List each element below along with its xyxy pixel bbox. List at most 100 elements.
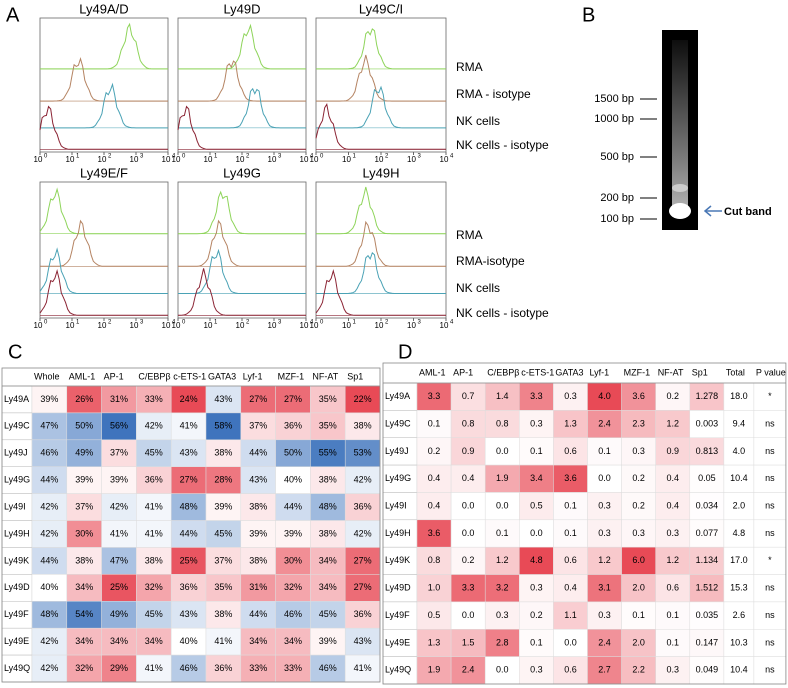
cell-value: 1.4 bbox=[496, 391, 509, 401]
cell-value: 0.6 bbox=[666, 583, 679, 593]
cell-value: 42% bbox=[40, 663, 58, 673]
cell-value: 39% bbox=[110, 475, 128, 485]
x-tick-exponent: 0 bbox=[182, 154, 186, 160]
cell bbox=[136, 493, 172, 521]
cell-value: ns bbox=[765, 418, 775, 428]
cell bbox=[519, 410, 554, 438]
cell-value: 30% bbox=[75, 528, 93, 538]
cell bbox=[723, 437, 755, 466]
cell-value: 0.2 bbox=[632, 501, 645, 511]
cell-value: ns bbox=[765, 528, 775, 538]
plot-title: Ly49A/D bbox=[79, 1, 128, 16]
cell-value: 38% bbox=[75, 555, 93, 565]
cell bbox=[484, 601, 520, 630]
cell-value: 3.3 bbox=[530, 391, 543, 401]
cell bbox=[310, 574, 346, 602]
cell bbox=[753, 574, 787, 603]
cell-value: 48% bbox=[40, 609, 58, 619]
cell-value: 0.4 bbox=[666, 473, 679, 483]
x-tick-label: 10 bbox=[34, 155, 43, 164]
cell bbox=[484, 410, 520, 438]
cell-value: 34% bbox=[75, 636, 93, 646]
cell-value: 33% bbox=[145, 394, 163, 404]
cell bbox=[136, 574, 172, 602]
cell bbox=[655, 519, 691, 548]
x-tick-label: 10 bbox=[375, 155, 384, 164]
cell bbox=[621, 601, 656, 630]
cell-value: 42% bbox=[110, 501, 128, 511]
cell-value: 0.3 bbox=[666, 528, 679, 538]
cell-value: 28% bbox=[214, 475, 232, 485]
cell-value: 0.0 bbox=[496, 446, 509, 456]
marker-label: 500 bp bbox=[600, 151, 634, 163]
x-tick-exponent: 0 bbox=[320, 154, 324, 160]
cell bbox=[205, 574, 242, 602]
cell-value: 42% bbox=[354, 528, 372, 538]
cell bbox=[689, 437, 725, 466]
cell bbox=[31, 654, 68, 683]
cell bbox=[66, 466, 102, 494]
row-label-cell bbox=[382, 574, 418, 603]
histogram-curve bbox=[40, 219, 168, 267]
cell bbox=[66, 547, 102, 575]
gel-band bbox=[672, 184, 688, 192]
arrow-head bbox=[703, 205, 712, 217]
cell-value: 45% bbox=[145, 609, 163, 619]
cell bbox=[240, 412, 276, 441]
cell-value: 43% bbox=[214, 394, 232, 404]
cell bbox=[275, 520, 311, 548]
column-header: Sp1 bbox=[347, 371, 363, 381]
cell bbox=[587, 601, 622, 630]
cell-value: 0.6 bbox=[564, 446, 577, 456]
cell bbox=[753, 437, 787, 466]
cell bbox=[101, 493, 137, 521]
cell-value: 36% bbox=[354, 501, 372, 511]
cell-value: 27% bbox=[354, 555, 372, 565]
x-tick-label: 10 bbox=[407, 321, 416, 330]
cell bbox=[66, 493, 102, 521]
cell bbox=[240, 547, 276, 575]
x-tick-exponent: 2 bbox=[385, 154, 389, 160]
cell-value: 4.0 bbox=[598, 391, 611, 401]
cell bbox=[655, 601, 691, 630]
cell bbox=[205, 601, 242, 629]
x-tick-exponent: 4 bbox=[172, 320, 176, 326]
cell bbox=[689, 410, 725, 438]
cell bbox=[136, 439, 172, 467]
column-header: Total bbox=[726, 367, 745, 377]
cell-value: 0.2 bbox=[462, 555, 475, 565]
histogram-curve bbox=[316, 54, 446, 102]
cell-value: 3.1 bbox=[598, 583, 611, 593]
cell-value: 43% bbox=[249, 475, 267, 485]
column-header: NF-AT bbox=[312, 371, 338, 381]
cell-value: 38% bbox=[354, 421, 372, 431]
cell-value: 39% bbox=[40, 394, 58, 404]
cell-value: 1.278 bbox=[696, 391, 719, 401]
column-header: Whole bbox=[34, 371, 60, 381]
cell-value: 43% bbox=[354, 636, 372, 646]
cell-value: 2.8 bbox=[496, 637, 509, 647]
cell bbox=[101, 601, 137, 629]
cell bbox=[655, 574, 691, 603]
cell-value: 0.049 bbox=[696, 665, 719, 675]
cell-value: 1.134 bbox=[696, 555, 719, 565]
cell-value: 1.1 bbox=[564, 610, 577, 620]
x-tick-label: 10 bbox=[236, 155, 245, 164]
cell-value: 0.4 bbox=[428, 501, 441, 511]
histogram-curve bbox=[178, 87, 306, 129]
cell-value: 0.4 bbox=[564, 583, 577, 593]
cell bbox=[205, 412, 242, 441]
cell-value: 0.003 bbox=[696, 418, 719, 428]
row-label-cell bbox=[382, 437, 418, 466]
x-tick-exponent: 0 bbox=[182, 320, 186, 326]
cell-value: 39% bbox=[249, 528, 267, 538]
cell bbox=[553, 629, 588, 657]
cell-value: 40% bbox=[284, 475, 302, 485]
cell-value: 2.4 bbox=[598, 418, 611, 428]
cell-value: 29% bbox=[110, 663, 128, 673]
column-header: c-ETS-1 bbox=[173, 371, 206, 381]
histogram-curve bbox=[178, 248, 306, 294]
x-tick-label: 10 bbox=[66, 321, 75, 330]
cell-value: 3.6 bbox=[632, 391, 645, 401]
cell bbox=[170, 654, 207, 683]
